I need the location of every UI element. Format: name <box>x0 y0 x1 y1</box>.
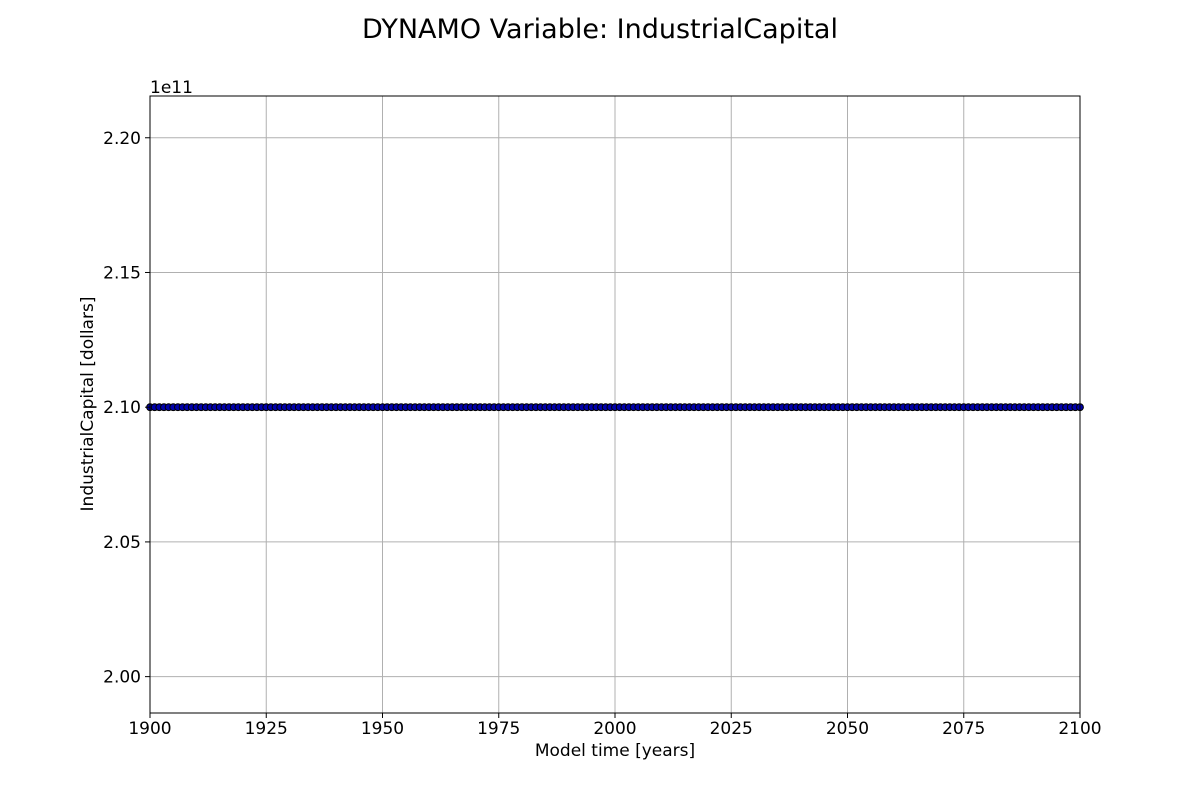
x-tick-label: 2025 <box>710 719 753 739</box>
y-tick-label: 2.15 <box>103 263 141 283</box>
x-axis-label: Model time [years] <box>535 741 695 761</box>
x-axis: 1900 1925 1950 1975 2000 2025 2050 2075 2100 <box>128 713 1102 739</box>
y-axis-label: IndustrialCapital [dollars] <box>78 297 98 512</box>
y-tick-label: 2.00 <box>103 668 141 688</box>
x-tick-label: 1900 <box>128 719 171 739</box>
series-layer <box>146 403 1084 412</box>
y-tick-label: 2.05 <box>103 533 141 553</box>
chart-title: DYNAMO Variable: IndustrialCapital <box>362 14 838 45</box>
y-tick-label: 2.10 <box>103 398 141 418</box>
x-tick-label: 1975 <box>477 719 520 739</box>
x-tick-label: 2100 <box>1058 719 1101 739</box>
y-tick-label: 2.20 <box>103 129 141 149</box>
x-tick-label: 1925 <box>245 719 288 739</box>
x-tick-label: 1950 <box>361 719 404 739</box>
y-axis: 2.00 2.05 2.10 2.15 2.20 <box>103 129 150 688</box>
y-offset-label: 1e11 <box>150 78 193 98</box>
x-tick-label: 2050 <box>826 719 869 739</box>
x-tick-label: 2075 <box>942 719 985 739</box>
x-tick-label: 2000 <box>593 719 636 739</box>
